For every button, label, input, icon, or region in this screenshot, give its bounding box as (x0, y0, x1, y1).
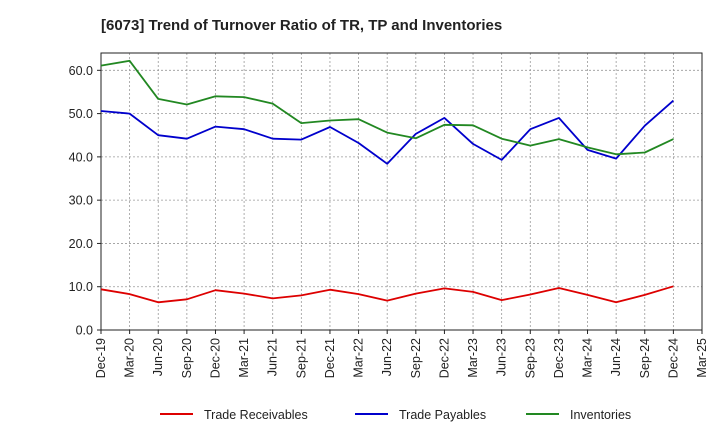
legend-label: Inventories (570, 408, 631, 422)
x-axis: Dec-19 Mar-20 Jun-20 Sep-20 Dec-20 Mar-21 Jun-… (94, 330, 709, 378)
x-tick-label: Dec-19 (94, 338, 108, 378)
x-tick-label: Mar-22 (352, 338, 366, 378)
y-tick-label: 10.0 (69, 280, 93, 294)
x-tick-label: Sep-21 (294, 338, 308, 378)
series-line-2 (100, 99, 674, 165)
x-tick-label: Sep-22 (409, 338, 423, 378)
x-tick-label: Sep-23 (523, 338, 537, 378)
x-tick-label: Dec-24 (666, 338, 680, 378)
y-tick-label: 60.0 (69, 64, 93, 78)
x-tick-label: Jun-20 (151, 338, 165, 376)
grid (100, 53, 703, 331)
x-tick-label: Jun-23 (495, 338, 509, 376)
series-line-1 (100, 285, 674, 304)
x-tick-label: Mar-25 (695, 338, 709, 378)
chart-title: [6073] Trend of Turnover Ratio of TR, TP… (101, 17, 502, 34)
x-tick-label: Mar-21 (237, 338, 251, 378)
x-tick-label: Dec-22 (437, 338, 451, 378)
y-tick-label: 50.0 (69, 107, 93, 121)
y-tick-label: 0.0 (76, 324, 93, 338)
x-tick-label: Sep-20 (180, 338, 194, 378)
legend: Trade Receivables Trade Payables Inventori… (160, 408, 631, 422)
x-tick-label: Dec-21 (323, 338, 337, 378)
x-tick-label: Sep-24 (638, 338, 652, 378)
y-tick-label: 30.0 (69, 194, 93, 208)
x-tick-label: Dec-23 (552, 338, 566, 378)
x-tick-label: Mar-23 (466, 338, 480, 378)
x-tick-label: Jun-21 (266, 338, 280, 376)
y-axis: 0.0 10.0 20.0 30.0 40.0 50.0 60.0 (69, 64, 101, 338)
x-tick-label: Mar-20 (123, 338, 137, 378)
series-line-3 (100, 59, 674, 156)
legend-label: Trade Payables (399, 408, 486, 422)
plot-frame (100, 52, 703, 331)
series-lines (100, 59, 674, 304)
y-tick-label: 40.0 (69, 150, 93, 164)
x-tick-label: Jun-22 (380, 338, 394, 376)
x-tick-label: Dec-20 (208, 338, 222, 378)
x-tick-label: Mar-24 (581, 338, 595, 378)
y-tick-label: 20.0 (69, 237, 93, 251)
legend-label: Trade Receivables (204, 408, 308, 422)
x-tick-label: Jun-24 (609, 338, 623, 376)
